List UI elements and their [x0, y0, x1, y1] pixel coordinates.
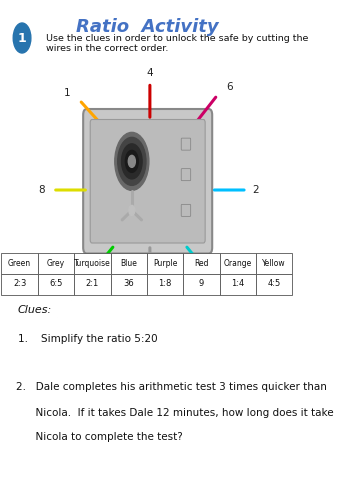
Circle shape [118, 138, 146, 186]
Text: 5: 5 [220, 282, 227, 292]
Text: wires in the correct order.: wires in the correct order. [46, 44, 168, 53]
Bar [256, 274, 292, 294]
Text: 36: 36 [124, 280, 134, 288]
FancyBboxPatch shape [83, 109, 212, 254]
Bar [1, 252, 38, 274]
Text: Orange: Orange [224, 258, 252, 268]
Text: 8: 8 [38, 185, 44, 195]
Text: 2: 2 [252, 185, 259, 195]
FancyBboxPatch shape [181, 204, 191, 216]
Circle shape [128, 156, 135, 168]
Text: Use the clues in order to unlock the safe by cutting the: Use the clues in order to unlock the saf… [46, 34, 308, 43]
Text: 1:8: 1:8 [158, 280, 172, 288]
Circle shape [13, 23, 31, 53]
Text: 2:1: 2:1 [86, 280, 99, 288]
Text: Clues:: Clues: [18, 305, 52, 315]
Bar [38, 252, 74, 274]
Text: Ratio  Activity: Ratio Activity [76, 18, 218, 36]
Text: 7: 7 [146, 282, 153, 292]
Text: Yellow: Yellow [262, 258, 286, 268]
Text: 1:4: 1:4 [231, 280, 245, 288]
Text: Nicola.  If it takes Dale 12 minutes, how long does it take: Nicola. If it takes Dale 12 minutes, how… [16, 408, 334, 418]
Bar [74, 252, 110, 274]
Bar [110, 252, 147, 274]
Text: Green: Green [8, 258, 31, 268]
Text: 4:5: 4:5 [268, 280, 281, 288]
Text: Blue: Blue [120, 258, 137, 268]
Text: 1.    Simplify the ratio 5:20: 1. Simplify the ratio 5:20 [18, 334, 157, 344]
Text: Turquoise: Turquoise [74, 258, 111, 268]
Text: 2:3: 2:3 [13, 280, 26, 288]
Bar [256, 252, 292, 274]
Bar [1, 274, 38, 294]
Circle shape [125, 150, 138, 172]
FancyBboxPatch shape [90, 120, 205, 243]
Bar [183, 252, 220, 274]
Bar [74, 274, 110, 294]
Circle shape [121, 144, 142, 179]
Text: 6:5: 6:5 [49, 280, 63, 288]
Bar [147, 274, 183, 294]
Bar [220, 252, 256, 274]
Bar [183, 274, 220, 294]
Text: 1: 1 [18, 32, 26, 44]
Text: 1: 1 [64, 88, 71, 98]
Bar [147, 252, 183, 274]
FancyBboxPatch shape [181, 168, 191, 180]
Circle shape [129, 206, 135, 216]
Text: Red: Red [194, 258, 209, 268]
Text: 3: 3 [73, 282, 80, 292]
Bar [38, 274, 74, 294]
Text: 6: 6 [226, 82, 233, 92]
Text: 4: 4 [146, 68, 153, 78]
Bar [220, 274, 256, 294]
FancyBboxPatch shape [181, 138, 191, 150]
Text: 9: 9 [199, 280, 204, 288]
Circle shape [115, 132, 149, 190]
Text: Nicola to complete the test?: Nicola to complete the test? [16, 432, 183, 442]
Text: Purple: Purple [153, 258, 177, 268]
Text: Grey: Grey [47, 258, 65, 268]
Bar [110, 274, 147, 294]
Text: 2.   Dale completes his arithmetic test 3 times quicker than: 2. Dale completes his arithmetic test 3 … [16, 382, 327, 392]
